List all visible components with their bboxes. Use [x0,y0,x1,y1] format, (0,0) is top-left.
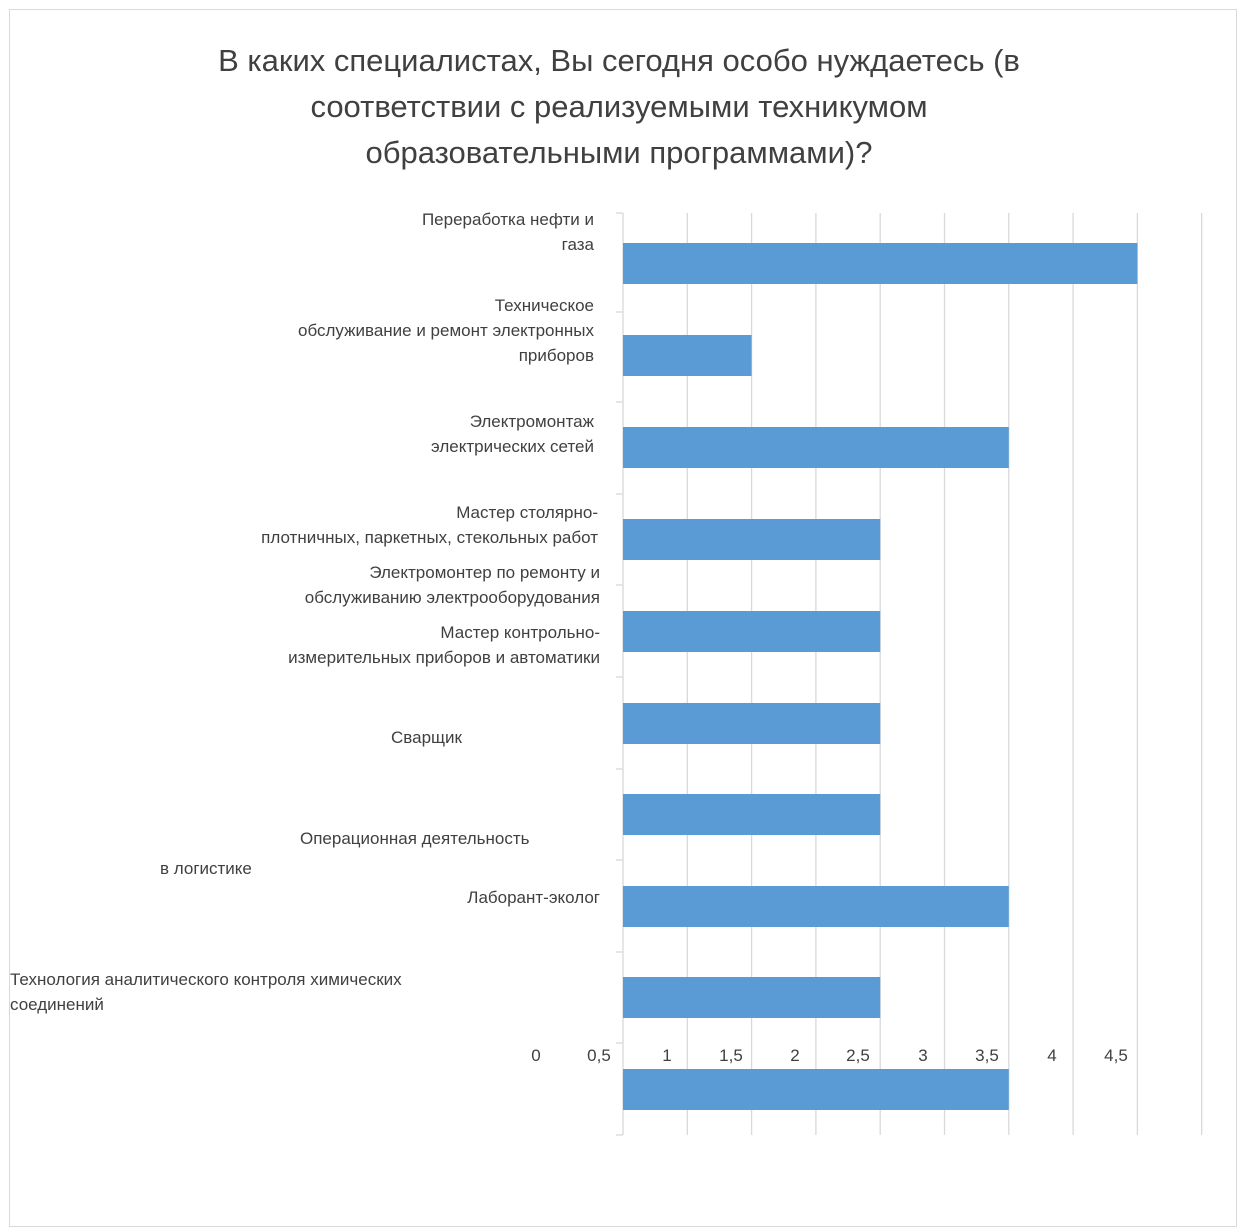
x-tick-label: 2,5 [846,1046,870,1065]
bar-1 [623,335,752,376]
category-label-chemical-control: Технология аналитического контроля химич… [10,970,402,1014]
x-tick-label: 4,5 [1104,1046,1128,1065]
category-label-logistics-cont: в логистике [160,859,252,878]
bar-0 [623,243,1138,284]
bar-9 [623,1069,1009,1110]
x-tick-label: 2 [790,1046,799,1065]
chart-title: В каких специалистах, Вы сегодня особо н… [218,43,1020,170]
x-tick-label: 0,5 [587,1046,611,1065]
category-label-logistics: Операционная деятельность [300,829,530,848]
bar-8 [623,977,881,1018]
x-tick-label: 0 [531,1046,540,1065]
bar-3 [623,519,881,560]
category-label-instrumentation-master: Мастер контрольно- измерительных приборо… [288,623,600,667]
category-label-electrical-networks: Электромонтаж электрических сетей [431,412,594,456]
x-tick-label: 4 [1047,1046,1056,1065]
x-tick-label: 3,5 [975,1046,999,1065]
category-label-electronics-repair: Техническое обслуживание и ремонт электр… [298,296,594,365]
bar-5 [623,703,881,744]
category-label-carpentry-master: Мастер столярно- плотничных, паркетных, … [261,503,598,547]
bar-4 [623,611,881,652]
category-label-welder: Сварщик [391,728,462,747]
bar-6 [623,794,881,835]
x-tick-label: 3 [918,1046,927,1065]
category-label-oil-gas: Переработка нефти и газа [421,210,594,254]
x-tick-label: 1 [662,1046,671,1065]
bar-7 [623,886,1009,927]
category-label-electrician-repair: Электромонтер по ремонту и обслуживанию … [304,563,600,607]
category-label-lab-ecologist: Лаборант-эколог [467,888,600,907]
bar-2 [623,427,1009,468]
x-tick-label: 1,5 [719,1046,743,1065]
